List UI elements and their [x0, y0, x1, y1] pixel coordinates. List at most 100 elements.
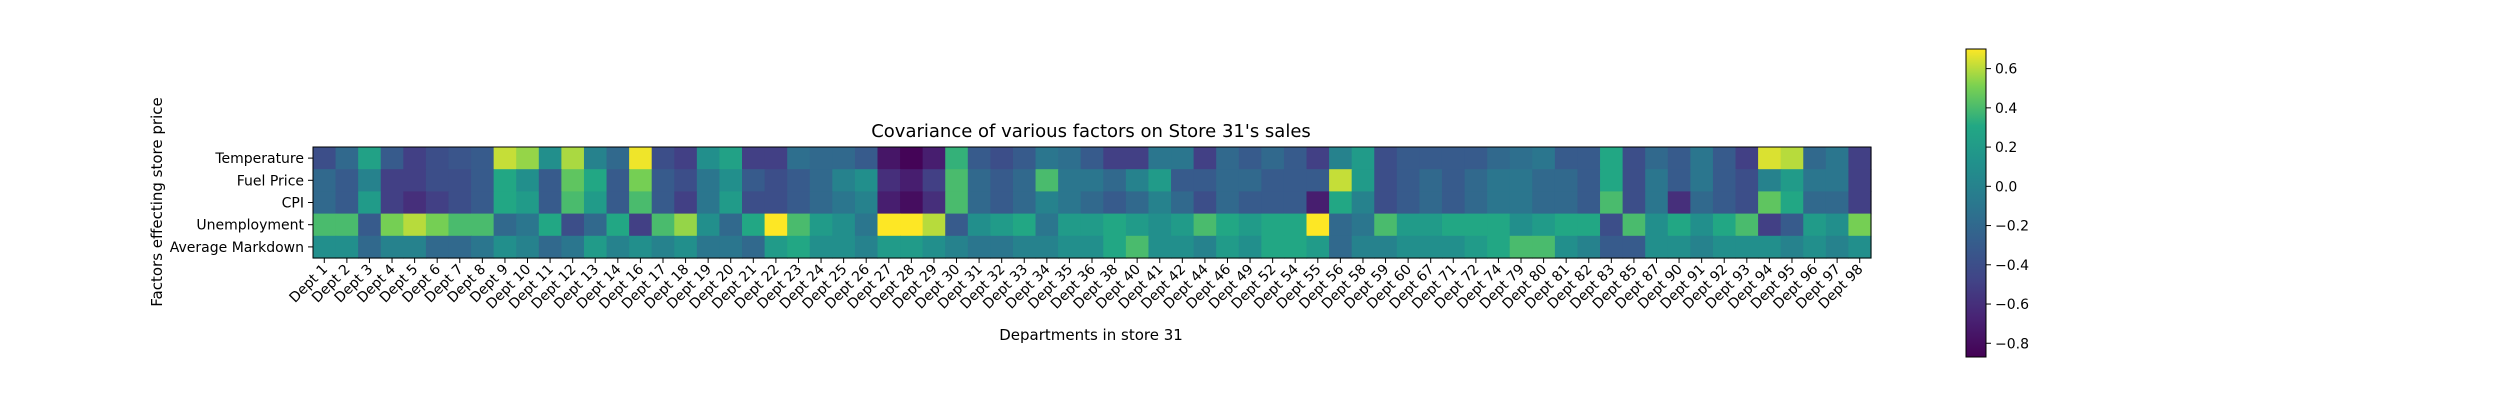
heatmap-cell — [719, 147, 743, 170]
heatmap-cell — [809, 191, 833, 215]
heatmap-cell — [854, 169, 879, 192]
colorbar — [1965, 48, 1987, 358]
heatmap-cell — [1712, 191, 1737, 215]
heatmap-cell — [561, 191, 585, 215]
heatmap-cell — [335, 147, 359, 170]
chart-title: Covariance of various factors on Store 3… — [871, 121, 1311, 142]
heatmap-cell — [561, 147, 585, 170]
heatmap-cell — [1329, 235, 1353, 259]
heatmap-cell — [922, 213, 946, 237]
heatmap-cell — [583, 235, 608, 259]
heatmap-cell — [1193, 147, 1217, 170]
colorbar-tick-label: 0.4 — [1995, 101, 2017, 117]
heatmap-cell — [1374, 235, 1398, 259]
heatmap-cell — [493, 147, 517, 170]
heatmap-cell — [1464, 147, 1488, 170]
heatmap-cells — [313, 147, 1872, 259]
heatmap-cell — [674, 191, 698, 215]
heatmap-cell — [1712, 169, 1737, 192]
heatmap-cell — [493, 213, 517, 237]
heatmap-cell — [696, 191, 721, 215]
heatmap-cell — [1532, 213, 1556, 237]
heatmap-cell — [403, 213, 427, 237]
heatmap-cell — [1351, 213, 1375, 237]
heatmap-cell — [764, 213, 788, 237]
heatmap-cell — [1848, 147, 1872, 170]
heatmap-cell — [945, 169, 969, 192]
heatmap-cell — [1035, 147, 1059, 170]
heatmap-cell — [561, 213, 585, 237]
heatmap-cell — [1622, 169, 1646, 192]
heatmap-cell — [900, 147, 924, 170]
heatmap-cell — [1645, 213, 1669, 237]
heatmap-cell — [1103, 169, 1127, 192]
heatmap-cell — [1825, 235, 1850, 259]
heatmap-cell — [516, 191, 540, 215]
heatmap-cell — [877, 235, 901, 259]
heatmap-cell — [1667, 147, 1691, 170]
heatmap-cell — [1758, 147, 1782, 170]
heatmap-cell — [1193, 213, 1217, 237]
heatmap-cell — [493, 169, 517, 192]
heatmap-cell — [651, 213, 675, 237]
heatmap-cell — [1577, 235, 1601, 259]
heatmap-cell — [1758, 213, 1782, 237]
heatmap-cell — [493, 235, 517, 259]
heatmap-cell — [1080, 169, 1104, 192]
heatmap-cell — [1600, 147, 1624, 170]
heatmap-cell — [1825, 191, 1850, 215]
heatmap-cell — [448, 191, 472, 215]
heatmap-cell — [787, 147, 811, 170]
heatmap-cell — [1848, 213, 1872, 237]
heatmap-cell — [380, 147, 404, 170]
heatmap-cell — [538, 169, 562, 192]
heatmap-cell — [967, 169, 991, 192]
heatmap-cell — [832, 213, 856, 237]
heatmap-cell — [1487, 169, 1511, 192]
heatmap-cell — [313, 235, 337, 259]
heatmap-cell — [1487, 213, 1511, 237]
heatmap-cell — [1306, 235, 1330, 259]
heatmap-cell — [1080, 235, 1104, 259]
heatmap-cell — [1216, 147, 1240, 170]
heatmap-cell — [358, 191, 382, 215]
heatmap-cell — [1825, 169, 1850, 192]
heatmap-cell — [1803, 191, 1827, 215]
heatmap-cell — [1058, 169, 1082, 192]
heatmap-cell — [787, 169, 811, 192]
heatmap-cell — [1622, 235, 1646, 259]
heatmap-cell — [832, 191, 856, 215]
heatmap-cell — [1103, 147, 1127, 170]
heatmap-cell — [1125, 147, 1150, 170]
heatmap-cell — [1441, 169, 1466, 192]
heatmap-cell — [1667, 235, 1691, 259]
heatmap-cell — [945, 147, 969, 170]
heatmap-cell — [606, 147, 630, 170]
heatmap-cell — [1103, 191, 1127, 215]
heatmap-cell — [1600, 235, 1624, 259]
heatmap-cell — [854, 147, 879, 170]
heatmap-cell — [967, 147, 991, 170]
heatmap-cell — [1780, 213, 1804, 237]
heatmap-cell — [1464, 191, 1488, 215]
heatmap-cell — [1080, 191, 1104, 215]
heatmap-cell — [1058, 147, 1082, 170]
heatmap-cell — [1554, 191, 1579, 215]
heatmap-cell — [1803, 235, 1827, 259]
heatmap-cell — [1712, 213, 1737, 237]
heatmap-cell — [696, 147, 721, 170]
heatmap-cell — [651, 191, 675, 215]
heatmap-cell — [425, 147, 450, 170]
heatmap-cell — [358, 213, 382, 237]
heatmap-cell — [1351, 169, 1375, 192]
heatmap-cell — [1216, 235, 1240, 259]
heatmap-cell — [493, 191, 517, 215]
heatmap-cell — [1645, 169, 1669, 192]
heatmap-cell — [448, 169, 472, 192]
heatmap-cell — [1554, 169, 1579, 192]
heatmap-cell — [877, 169, 901, 192]
heatmap-cell — [900, 169, 924, 192]
heatmap-cell — [651, 169, 675, 192]
heatmap-cell — [764, 191, 788, 215]
heatmap-cell — [1283, 213, 1308, 237]
